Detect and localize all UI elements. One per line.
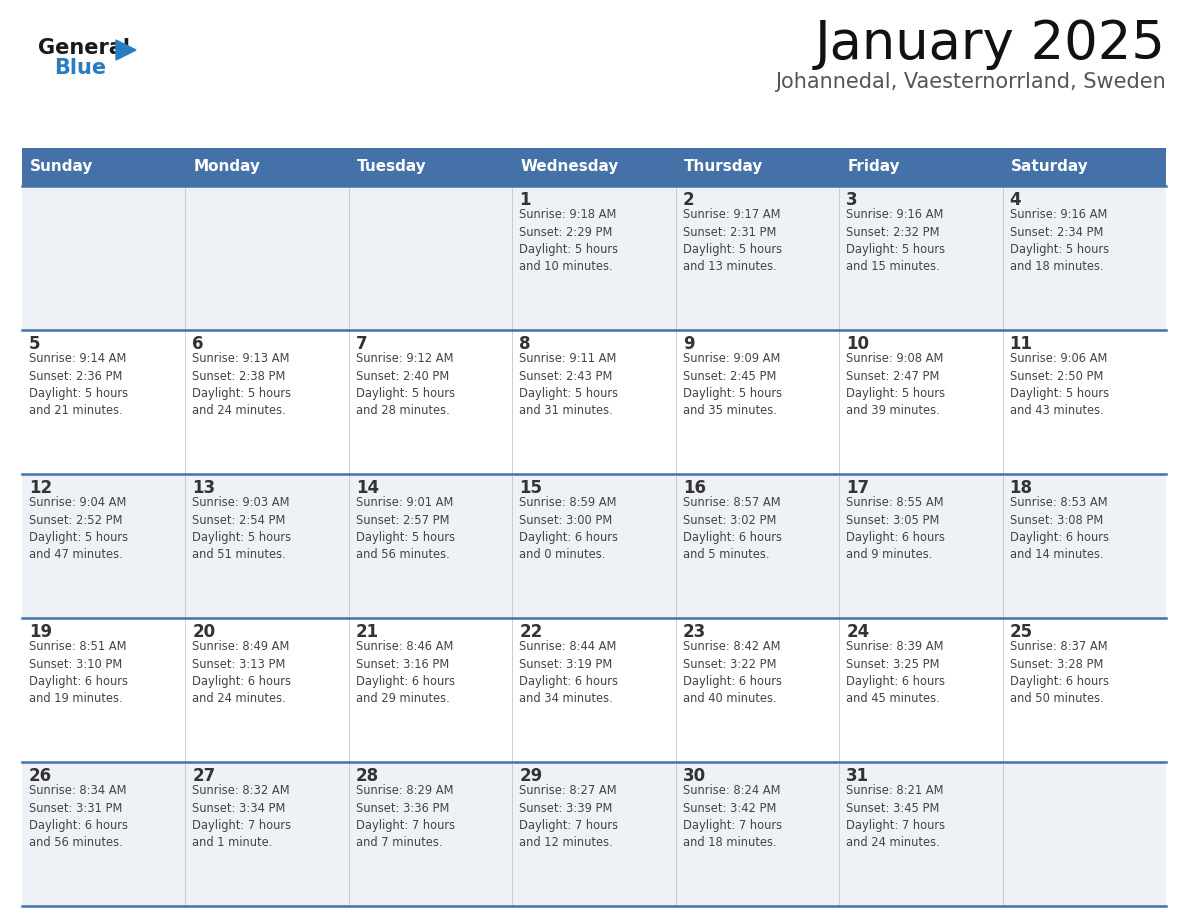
- Text: Sunrise: 8:29 AM
Sunset: 3:36 PM
Daylight: 7 hours
and 7 minutes.: Sunrise: 8:29 AM Sunset: 3:36 PM Dayligh…: [356, 784, 455, 849]
- Bar: [23, 148, 1165, 186]
- Text: Sunrise: 8:46 AM
Sunset: 3:16 PM
Daylight: 6 hours
and 29 minutes.: Sunrise: 8:46 AM Sunset: 3:16 PM Dayligh…: [356, 640, 455, 706]
- Text: 12: 12: [29, 479, 52, 497]
- Text: 1: 1: [519, 191, 531, 209]
- Text: Sunday: Sunday: [30, 160, 94, 174]
- Text: Sunrise: 9:11 AM
Sunset: 2:43 PM
Daylight: 5 hours
and 31 minutes.: Sunrise: 9:11 AM Sunset: 2:43 PM Dayligh…: [519, 352, 619, 418]
- Text: Sunrise: 9:08 AM
Sunset: 2:47 PM
Daylight: 5 hours
and 39 minutes.: Sunrise: 9:08 AM Sunset: 2:47 PM Dayligh…: [846, 352, 946, 418]
- Text: 10: 10: [846, 335, 870, 353]
- Text: 14: 14: [356, 479, 379, 497]
- Text: Sunrise: 8:27 AM
Sunset: 3:39 PM
Daylight: 7 hours
and 12 minutes.: Sunrise: 8:27 AM Sunset: 3:39 PM Dayligh…: [519, 784, 619, 849]
- Text: January 2025: January 2025: [815, 18, 1165, 70]
- Text: Sunrise: 9:12 AM
Sunset: 2:40 PM
Daylight: 5 hours
and 28 minutes.: Sunrise: 9:12 AM Sunset: 2:40 PM Dayligh…: [356, 352, 455, 418]
- Text: 7: 7: [356, 335, 367, 353]
- Text: 18: 18: [1010, 479, 1032, 497]
- Text: 21: 21: [356, 623, 379, 641]
- Text: 4: 4: [1010, 191, 1022, 209]
- Text: 6: 6: [192, 335, 204, 353]
- Bar: [23, 330, 1165, 474]
- Text: Sunrise: 9:16 AM
Sunset: 2:32 PM
Daylight: 5 hours
and 15 minutes.: Sunrise: 9:16 AM Sunset: 2:32 PM Dayligh…: [846, 208, 946, 274]
- Text: 17: 17: [846, 479, 870, 497]
- Text: Sunrise: 8:42 AM
Sunset: 3:22 PM
Daylight: 6 hours
and 40 minutes.: Sunrise: 8:42 AM Sunset: 3:22 PM Dayligh…: [683, 640, 782, 706]
- Text: 31: 31: [846, 767, 870, 785]
- Text: Blue: Blue: [53, 58, 106, 78]
- Text: 3: 3: [846, 191, 858, 209]
- Text: 27: 27: [192, 767, 216, 785]
- Text: Sunrise: 8:24 AM
Sunset: 3:42 PM
Daylight: 7 hours
and 18 minutes.: Sunrise: 8:24 AM Sunset: 3:42 PM Dayligh…: [683, 784, 782, 849]
- Text: Sunrise: 9:06 AM
Sunset: 2:50 PM
Daylight: 5 hours
and 43 minutes.: Sunrise: 9:06 AM Sunset: 2:50 PM Dayligh…: [1010, 352, 1108, 418]
- Text: Sunrise: 9:09 AM
Sunset: 2:45 PM
Daylight: 5 hours
and 35 minutes.: Sunrise: 9:09 AM Sunset: 2:45 PM Dayligh…: [683, 352, 782, 418]
- Text: 28: 28: [356, 767, 379, 785]
- Text: Sunrise: 8:21 AM
Sunset: 3:45 PM
Daylight: 7 hours
and 24 minutes.: Sunrise: 8:21 AM Sunset: 3:45 PM Dayligh…: [846, 784, 946, 849]
- Text: 25: 25: [1010, 623, 1032, 641]
- Text: 26: 26: [29, 767, 52, 785]
- Text: Monday: Monday: [194, 160, 260, 174]
- Text: 19: 19: [29, 623, 52, 641]
- Text: 11: 11: [1010, 335, 1032, 353]
- Text: 29: 29: [519, 767, 543, 785]
- Bar: [23, 618, 1165, 762]
- Text: Sunrise: 9:01 AM
Sunset: 2:57 PM
Daylight: 5 hours
and 56 minutes.: Sunrise: 9:01 AM Sunset: 2:57 PM Dayligh…: [356, 496, 455, 562]
- Text: Sunrise: 8:49 AM
Sunset: 3:13 PM
Daylight: 6 hours
and 24 minutes.: Sunrise: 8:49 AM Sunset: 3:13 PM Dayligh…: [192, 640, 291, 706]
- Text: 22: 22: [519, 623, 543, 641]
- Text: Sunrise: 8:59 AM
Sunset: 3:00 PM
Daylight: 6 hours
and 0 minutes.: Sunrise: 8:59 AM Sunset: 3:00 PM Dayligh…: [519, 496, 618, 562]
- Text: Sunrise: 8:57 AM
Sunset: 3:02 PM
Daylight: 6 hours
and 5 minutes.: Sunrise: 8:57 AM Sunset: 3:02 PM Dayligh…: [683, 496, 782, 562]
- Text: Sunrise: 8:44 AM
Sunset: 3:19 PM
Daylight: 6 hours
and 34 minutes.: Sunrise: 8:44 AM Sunset: 3:19 PM Dayligh…: [519, 640, 618, 706]
- Text: Sunrise: 9:14 AM
Sunset: 2:36 PM
Daylight: 5 hours
and 21 minutes.: Sunrise: 9:14 AM Sunset: 2:36 PM Dayligh…: [29, 352, 128, 418]
- Text: Sunrise: 8:53 AM
Sunset: 3:08 PM
Daylight: 6 hours
and 14 minutes.: Sunrise: 8:53 AM Sunset: 3:08 PM Dayligh…: [1010, 496, 1108, 562]
- Text: Sunrise: 8:55 AM
Sunset: 3:05 PM
Daylight: 6 hours
and 9 minutes.: Sunrise: 8:55 AM Sunset: 3:05 PM Dayligh…: [846, 496, 946, 562]
- Text: 23: 23: [683, 623, 706, 641]
- Polygon shape: [116, 40, 135, 60]
- Text: 20: 20: [192, 623, 215, 641]
- Text: Sunrise: 9:03 AM
Sunset: 2:54 PM
Daylight: 5 hours
and 51 minutes.: Sunrise: 9:03 AM Sunset: 2:54 PM Dayligh…: [192, 496, 291, 562]
- Text: Sunrise: 9:13 AM
Sunset: 2:38 PM
Daylight: 5 hours
and 24 minutes.: Sunrise: 9:13 AM Sunset: 2:38 PM Dayligh…: [192, 352, 291, 418]
- Text: 9: 9: [683, 335, 694, 353]
- Text: 2: 2: [683, 191, 694, 209]
- Text: Sunrise: 8:32 AM
Sunset: 3:34 PM
Daylight: 7 hours
and 1 minute.: Sunrise: 8:32 AM Sunset: 3:34 PM Dayligh…: [192, 784, 291, 849]
- Text: Sunrise: 8:34 AM
Sunset: 3:31 PM
Daylight: 6 hours
and 56 minutes.: Sunrise: 8:34 AM Sunset: 3:31 PM Dayligh…: [29, 784, 128, 849]
- Text: 24: 24: [846, 623, 870, 641]
- Text: Johannedal, Vaesternorrland, Sweden: Johannedal, Vaesternorrland, Sweden: [776, 72, 1165, 92]
- Text: Friday: Friday: [847, 160, 899, 174]
- Text: 15: 15: [519, 479, 542, 497]
- Bar: [23, 474, 1165, 618]
- Text: Sunrise: 8:51 AM
Sunset: 3:10 PM
Daylight: 6 hours
and 19 minutes.: Sunrise: 8:51 AM Sunset: 3:10 PM Dayligh…: [29, 640, 128, 706]
- Text: Sunrise: 8:39 AM
Sunset: 3:25 PM
Daylight: 6 hours
and 45 minutes.: Sunrise: 8:39 AM Sunset: 3:25 PM Dayligh…: [846, 640, 946, 706]
- Text: 16: 16: [683, 479, 706, 497]
- Text: Sunrise: 9:17 AM
Sunset: 2:31 PM
Daylight: 5 hours
and 13 minutes.: Sunrise: 9:17 AM Sunset: 2:31 PM Dayligh…: [683, 208, 782, 274]
- Text: Wednesday: Wednesday: [520, 160, 619, 174]
- Text: 13: 13: [192, 479, 215, 497]
- Text: Tuesday: Tuesday: [356, 160, 426, 174]
- Text: Sunrise: 9:04 AM
Sunset: 2:52 PM
Daylight: 5 hours
and 47 minutes.: Sunrise: 9:04 AM Sunset: 2:52 PM Dayligh…: [29, 496, 128, 562]
- Bar: [23, 186, 1165, 330]
- Text: Thursday: Thursday: [684, 160, 763, 174]
- Text: Sunrise: 9:18 AM
Sunset: 2:29 PM
Daylight: 5 hours
and 10 minutes.: Sunrise: 9:18 AM Sunset: 2:29 PM Dayligh…: [519, 208, 619, 274]
- Text: Sunrise: 8:37 AM
Sunset: 3:28 PM
Daylight: 6 hours
and 50 minutes.: Sunrise: 8:37 AM Sunset: 3:28 PM Dayligh…: [1010, 640, 1108, 706]
- Text: General: General: [38, 38, 129, 58]
- Text: 5: 5: [29, 335, 40, 353]
- Text: Saturday: Saturday: [1011, 160, 1088, 174]
- Bar: [23, 762, 1165, 906]
- Text: Sunrise: 9:16 AM
Sunset: 2:34 PM
Daylight: 5 hours
and 18 minutes.: Sunrise: 9:16 AM Sunset: 2:34 PM Dayligh…: [1010, 208, 1108, 274]
- Text: 8: 8: [519, 335, 531, 353]
- Text: 30: 30: [683, 767, 706, 785]
